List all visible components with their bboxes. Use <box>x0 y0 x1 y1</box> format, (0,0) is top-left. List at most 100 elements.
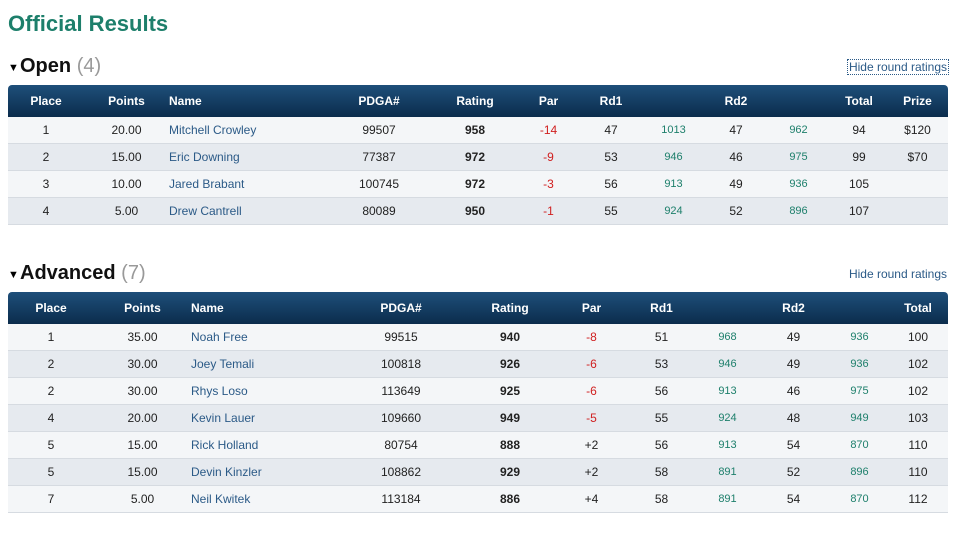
rd1-score-cell: 58 <box>624 459 699 486</box>
col-header-rating[interactable]: Rating <box>434 85 516 117</box>
collapse-triangle-icon[interactable]: ▼ <box>8 62 19 74</box>
player-link[interactable]: Drew Cantrell <box>169 204 242 218</box>
rd1-rating-cell: 968 <box>699 324 756 351</box>
table-row: 2 15.00 Eric Downing 77387 972 -9 53 946… <box>8 144 948 171</box>
col-header-rating[interactable]: Rating <box>461 292 559 324</box>
rating-cell: 888 <box>461 432 559 459</box>
rd2-score-cell: 49 <box>756 324 831 351</box>
player-link[interactable]: Noah Free <box>191 330 248 344</box>
player-link[interactable]: Kevin Lauer <box>191 411 256 425</box>
par-cell: -6 <box>559 378 624 405</box>
table-row: 4 20.00 Kevin Lauer 109660 949 -5 55 924… <box>8 405 948 432</box>
col-header-total[interactable]: Total <box>831 85 887 117</box>
name-cell: Rhys Loso <box>191 378 341 405</box>
col-header-prize[interactable]: Prize <box>887 85 948 117</box>
col-header-pdga[interactable]: PDGA# <box>341 292 461 324</box>
rd2-rating-cell: 949 <box>831 405 888 432</box>
rd2-score-cell: 47 <box>706 117 766 144</box>
table-header-row: Place Points Name PDGA# Rating Par Rd1 R… <box>8 292 948 324</box>
rd2-rating-cell: 870 <box>831 432 888 459</box>
rating-cell: 972 <box>434 144 516 171</box>
pdga-cell: 99507 <box>324 117 434 144</box>
player-link[interactable]: Mitchell Crowley <box>169 123 257 137</box>
col-header-name[interactable]: Name <box>191 292 341 324</box>
player-link[interactable]: Neil Kwitek <box>191 492 251 506</box>
par-cell: +2 <box>559 432 624 459</box>
col-header-place[interactable]: Place <box>8 85 84 117</box>
col-header-rd2[interactable]: Rd2 <box>756 292 831 324</box>
rd1-score-cell: 53 <box>581 144 641 171</box>
table-row: 4 5.00 Drew Cantrell 80089 950 -1 55 924… <box>8 198 948 225</box>
rd1-rating-cell: 946 <box>699 351 756 378</box>
division-title[interactable]: Open (4) <box>20 55 102 77</box>
rd1-score-cell: 51 <box>624 324 699 351</box>
player-link[interactable]: Jared Brabant <box>169 177 245 191</box>
player-link[interactable]: Rhys Loso <box>191 384 248 398</box>
player-link[interactable]: Eric Downing <box>169 150 240 164</box>
rd1-rating-cell: 913 <box>641 171 706 198</box>
col-header-name[interactable]: Name <box>169 85 324 117</box>
place-cell: 2 <box>8 144 84 171</box>
total-cell: 94 <box>831 117 887 144</box>
par-cell: -14 <box>516 117 581 144</box>
name-cell: Drew Cantrell <box>169 198 324 225</box>
col-header-rd1[interactable]: Rd1 <box>581 85 641 117</box>
hide-round-ratings-link[interactable]: Hide round ratings <box>848 267 947 281</box>
col-header-place[interactable]: Place <box>8 292 94 324</box>
table-row: 2 30.00 Joey Temali 100818 926 -6 53 946… <box>8 351 948 378</box>
rating-cell: 925 <box>461 378 559 405</box>
rd2-score-cell: 52 <box>756 459 831 486</box>
rating-cell: 926 <box>461 351 559 378</box>
name-cell: Eric Downing <box>169 144 324 171</box>
rating-cell: 972 <box>434 171 516 198</box>
prize-cell: $120 <box>887 117 948 144</box>
total-cell: 110 <box>888 432 948 459</box>
total-cell: 100 <box>888 324 948 351</box>
rating-cell: 949 <box>461 405 559 432</box>
rd1-score-cell: 56 <box>581 171 641 198</box>
collapse-triangle-icon[interactable]: ▼ <box>8 269 19 281</box>
total-cell: 110 <box>888 459 948 486</box>
rating-cell: 929 <box>461 459 559 486</box>
rd1-score-cell: 55 <box>581 198 641 225</box>
player-link[interactable]: Joey Temali <box>191 357 255 371</box>
rd1-rating-cell: 891 <box>699 486 756 513</box>
table-row: 3 10.00 Jared Brabant 100745 972 -3 56 9… <box>8 171 948 198</box>
pdga-cell: 77387 <box>324 144 434 171</box>
prize-cell: $70 <box>887 144 948 171</box>
par-cell: -8 <box>559 324 624 351</box>
col-header-rd2[interactable]: Rd2 <box>706 85 766 117</box>
division-header-open: ▼ Open (4) Hide round ratings <box>8 55 950 79</box>
pdga-cell: 80754 <box>341 432 461 459</box>
par-cell: -9 <box>516 144 581 171</box>
name-cell: Joey Temali <box>191 351 341 378</box>
place-cell: 2 <box>8 378 94 405</box>
division-count: (4) <box>76 55 102 77</box>
rd2-rating-cell: 936 <box>831 351 888 378</box>
division-title[interactable]: Advanced (7) <box>20 262 146 284</box>
results-table-open: Place Points Name PDGA# Rating Par Rd1 R… <box>8 85 948 225</box>
points-cell: 5.00 <box>94 486 191 513</box>
col-header-par[interactable]: Par <box>559 292 624 324</box>
rd2-rating-cell: 962 <box>766 117 831 144</box>
hide-round-ratings-link[interactable]: Hide round ratings <box>846 59 950 75</box>
rd1-rating-cell: 1013 <box>641 117 706 144</box>
points-cell: 10.00 <box>84 171 169 198</box>
col-header-rd1[interactable]: Rd1 <box>624 292 699 324</box>
total-cell: 102 <box>888 351 948 378</box>
col-header-points[interactable]: Points <box>84 85 169 117</box>
place-cell: 7 <box>8 486 94 513</box>
col-header-par[interactable]: Par <box>516 85 581 117</box>
pdga-cell: 113184 <box>341 486 461 513</box>
col-header-total[interactable]: Total <box>888 292 948 324</box>
player-link[interactable]: Rick Holland <box>191 438 259 452</box>
player-link[interactable]: Devin Kinzler <box>191 465 262 479</box>
col-header-pdga[interactable]: PDGA# <box>324 85 434 117</box>
rd1-rating-cell: 891 <box>699 459 756 486</box>
rd1-score-cell: 53 <box>624 351 699 378</box>
col-header-points[interactable]: Points <box>94 292 191 324</box>
pdga-cell: 99515 <box>341 324 461 351</box>
points-cell: 15.00 <box>94 459 191 486</box>
table-row: 1 35.00 Noah Free 99515 940 -8 51 968 49… <box>8 324 948 351</box>
results-table-advanced: Place Points Name PDGA# Rating Par Rd1 R… <box>8 292 948 513</box>
